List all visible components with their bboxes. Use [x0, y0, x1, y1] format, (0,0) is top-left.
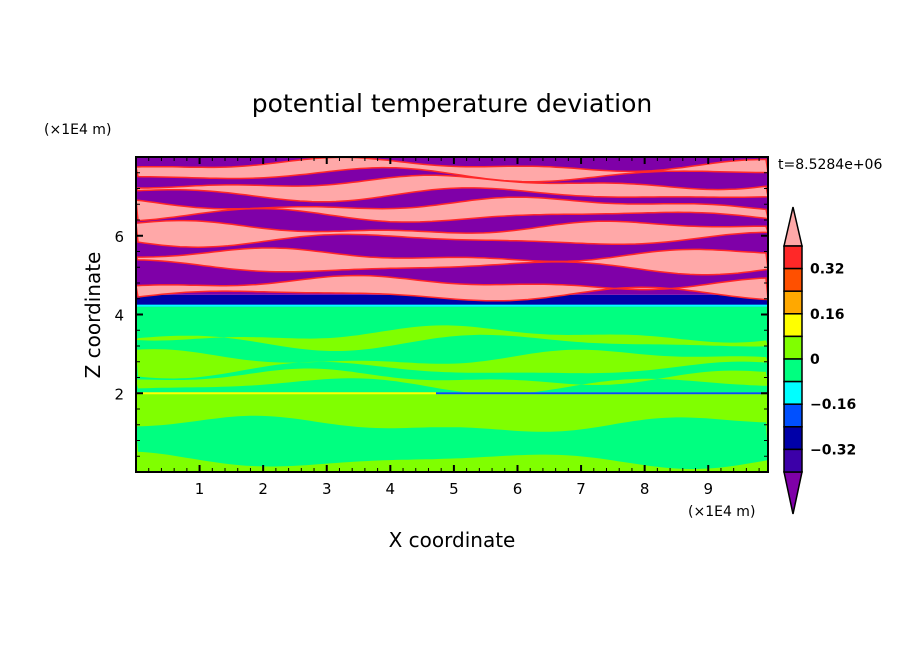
colorbar-tick-label: −0.32 — [810, 442, 856, 458]
colorbar: 0.32 0.16 0 −0.16 −0.32 — [783, 206, 856, 515]
x-tick-label: 5 — [449, 480, 459, 498]
colorbar-extend-top — [783, 206, 803, 247]
region-2 — [136, 294, 768, 307]
blob-band-0 — [136, 415, 768, 469]
y-tick-label: 6 — [114, 228, 124, 246]
y-tick-label: 2 — [114, 385, 124, 403]
y-unit-label: (×1E4 m) — [44, 122, 111, 138]
x-tick-label: 8 — [640, 480, 650, 498]
colorbar-tick-label: −0.16 — [810, 397, 856, 413]
time-label: t=8.5284e+06 — [778, 157, 882, 173]
x-tick-label: 6 — [513, 480, 523, 498]
x-tick-label: 9 — [703, 480, 713, 498]
x-unit-label: (×1E4 m) — [688, 504, 755, 520]
cyan-contour — [136, 304, 768, 307]
contour-line-z2-blue — [436, 392, 768, 395]
colorbar-tick-label: 0.32 — [810, 262, 845, 278]
colorbar-extend-bottom — [783, 471, 803, 515]
colorbar-box — [783, 267, 803, 292]
axes: 1 2 3 4 5 6 7 8 9 2 4 6 — [114, 156, 769, 498]
blob-band-3 — [136, 368, 768, 395]
chart-title: potential temperature deviation — [252, 89, 652, 118]
upper-band-2 — [136, 219, 768, 248]
colorbar-box — [783, 403, 803, 428]
upper-band-0 — [136, 274, 768, 302]
upper-band-4 — [136, 174, 768, 203]
x-tick-label: 7 — [576, 480, 586, 498]
x-tick-label: 4 — [386, 480, 396, 498]
x-axis-label: X coordinate — [389, 528, 516, 552]
colorbar-box — [783, 290, 803, 315]
colorbar-tick-label: 0.16 — [810, 307, 845, 323]
blob-band-1 — [136, 349, 768, 379]
y-axis-label: Z coordinate — [81, 252, 105, 379]
colorbar-box — [783, 358, 803, 383]
blob-band-2 — [136, 325, 768, 351]
colorbar-box — [783, 245, 803, 270]
x-tick-label: 1 — [195, 480, 205, 498]
colorbar-box — [783, 380, 803, 405]
colorbar-box — [783, 426, 803, 451]
colorbar-box — [783, 313, 803, 338]
colorbar-tick-label: 0 — [810, 352, 820, 368]
upper-band-3 — [136, 196, 768, 223]
x-tick-label: 2 — [258, 480, 268, 498]
upper-band-1 — [136, 247, 768, 276]
x-tick-label: 3 — [322, 480, 332, 498]
contour-field — [136, 157, 768, 472]
y-tick-label: 4 — [114, 307, 124, 325]
field-layers — [136, 157, 768, 472]
colorbar-box — [783, 448, 803, 473]
colorbar-box — [783, 335, 803, 360]
